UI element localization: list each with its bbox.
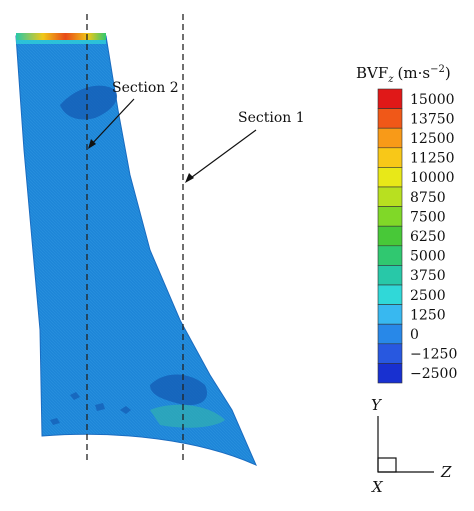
colorbar-tick-label: −1250 xyxy=(410,347,457,363)
colorbar-swatch xyxy=(377,323,403,345)
colorbar-swatch xyxy=(377,265,403,286)
section-2-label: Section 2 xyxy=(112,80,179,96)
blade-top-edge xyxy=(16,33,106,40)
colorbar-swatch xyxy=(377,167,403,188)
colorbar-tick-label: 0 xyxy=(410,327,419,343)
colorbar-tick-label: 10000 xyxy=(410,170,455,186)
colorbar-swatch xyxy=(377,206,403,227)
colorbar-swatch xyxy=(377,343,403,364)
blade-dark-patch-lower xyxy=(150,374,208,406)
colorbar-tick-label: 12500 xyxy=(410,131,455,147)
colorbar-tick-label: 5000 xyxy=(410,249,446,265)
colorbar-tick-label: 7500 xyxy=(410,209,446,225)
section-2-arrow xyxy=(89,98,135,147)
blade-dark-speckles xyxy=(50,392,131,425)
colorbar: 1500013750125001125010000875075006250500… xyxy=(377,88,457,384)
colorbar-tick-label: 1250 xyxy=(410,307,446,323)
colorbar-tick-label: 6250 xyxy=(410,229,446,245)
x-axis-label: X xyxy=(371,478,384,496)
colorbar-swatch xyxy=(377,88,403,109)
axis-origin-box xyxy=(377,457,397,473)
colorbar-tick-label: 2500 xyxy=(410,288,446,304)
axis-triad: Y Z X xyxy=(371,396,452,496)
colorbar-tick-label: 11250 xyxy=(410,151,455,167)
colorbar-tick-label: 13750 xyxy=(410,111,455,127)
section-1-label: Section 1 xyxy=(238,110,305,126)
colorbar-tick-label: 3750 xyxy=(410,268,446,284)
section-1-arrowhead xyxy=(185,173,194,183)
blade-top-band xyxy=(16,40,106,44)
colorbar-swatch xyxy=(377,225,403,247)
colorbar-tick-label: −2500 xyxy=(410,366,457,382)
colorbar-swatch xyxy=(377,108,403,129)
section-1-arrow xyxy=(187,129,257,181)
z-axis-label: Z xyxy=(440,463,452,481)
colorbar-swatch xyxy=(377,245,403,266)
colorbar-tick-label: 15000 xyxy=(410,92,455,108)
colorbar-title: BVFz (m·s−2) xyxy=(356,64,451,85)
colorbar-swatch xyxy=(377,304,403,325)
colorbar-swatch xyxy=(377,186,403,207)
blade-dark-patch-upper xyxy=(60,85,118,120)
blade-surface xyxy=(15,33,257,466)
colorbar-tick-label: 8750 xyxy=(410,190,446,206)
section-2-arrowhead xyxy=(88,139,96,149)
y-axis-label: Y xyxy=(371,396,383,414)
blade-light-patch-lower xyxy=(150,404,225,428)
colorbar-swatch xyxy=(377,127,403,149)
colorbar-swatch xyxy=(377,147,403,168)
colorbar-swatch xyxy=(377,363,403,384)
colorbar-swatch xyxy=(377,284,403,305)
blade-body xyxy=(15,35,257,466)
